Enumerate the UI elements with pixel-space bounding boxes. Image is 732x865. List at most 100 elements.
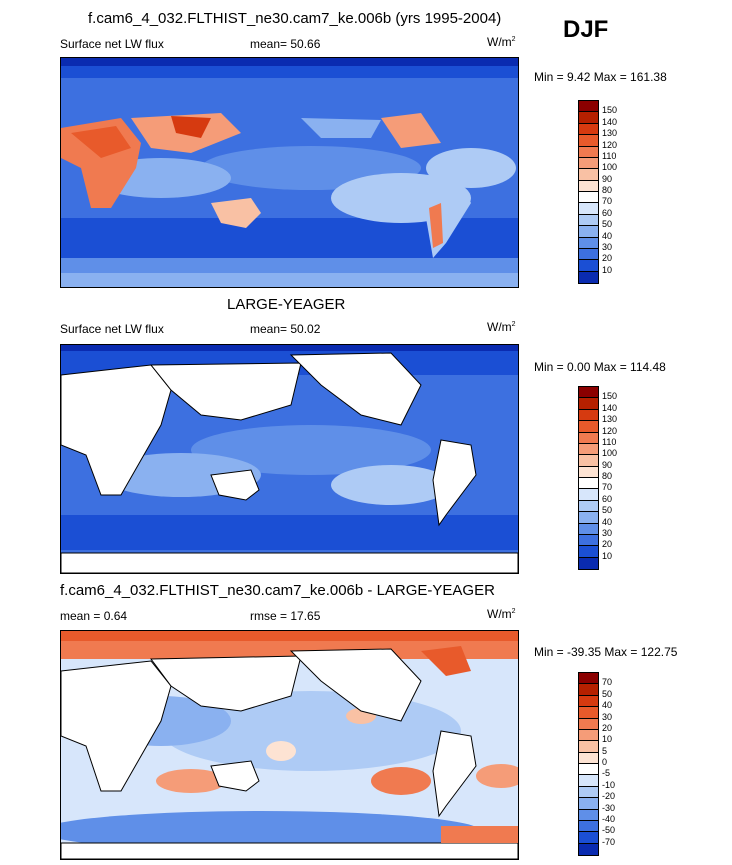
colorbar-swatch: [578, 717, 599, 730]
colorbar-divider: [578, 408, 599, 410]
colorbar-swatch: [578, 728, 599, 741]
colorbar-divider: [578, 842, 599, 844]
colorbar-tick-label: 0: [602, 757, 608, 767]
colorbar-swatch: [578, 420, 599, 432]
colorbar-swatch: [578, 499, 599, 512]
panel1-variable-label: Surface net LW flux: [60, 37, 164, 51]
colorbar-tick-label: 30: [602, 711, 613, 722]
colorbar-swatch: [578, 431, 599, 444]
panel2-mean-label: mean= 50.02: [250, 322, 321, 336]
colorbar-tick-label: 140: [602, 116, 618, 127]
panel3-land-north-america: [289, 648, 422, 722]
colorbar-swatch: [578, 751, 599, 764]
panel2-land-north-america: [289, 352, 422, 426]
colorbar-tick-label: 140: [602, 402, 618, 413]
colorbar-swatch: [578, 168, 599, 181]
colorbar-swatch: [578, 100, 599, 113]
colorbar-divider: [578, 831, 599, 833]
colorbar-divider: [578, 706, 599, 708]
colorbar-tick-label: 80: [602, 471, 613, 481]
panel2-map: [60, 344, 519, 574]
colorbar-swatch: [578, 145, 599, 158]
colorbar-swatch: [578, 831, 599, 844]
panel3-rmse-label: rmse = 17.65: [250, 609, 321, 623]
panel3-minmax: Min = -39.35 Max = 122.75: [534, 645, 678, 659]
colorbar-swatch: [578, 442, 599, 455]
colorbar-divider: [578, 225, 599, 227]
colorbar-tick-label: -70: [602, 836, 616, 847]
panel2-land-antarctica: [61, 552, 518, 573]
panel2-land-south-america: [432, 439, 477, 527]
panel1-minmax: Min = 9.42 Max = 161.38: [534, 70, 667, 84]
colorbar-tick-label: 60: [602, 207, 613, 218]
colorbar-swatch: [578, 225, 599, 237]
colorbar-swatch: [578, 522, 599, 535]
colorbar-tick-label: 100: [602, 448, 618, 459]
colorbar-tick-label: 150: [602, 391, 618, 402]
colorbar-divider: [578, 247, 599, 249]
colorbar-tick-label: 130: [602, 128, 618, 139]
colorbar-divider: [578, 717, 599, 719]
colorbar-tick-label: 90: [602, 459, 613, 470]
colorbar-swatch: [578, 397, 599, 410]
colorbar-divider: [578, 522, 599, 524]
colorbar-divider: [578, 808, 599, 810]
panel3-title: f.cam6_4_032.FLTHIST_ne30.cam7_ke.006b -…: [60, 582, 495, 599]
colorbar-tick-label: 40: [602, 230, 613, 241]
colorbar-tick-label: -40: [602, 813, 616, 824]
panel1-colorbar: 150 140 130 120 110 100 90 80 70 60 50 40 30 20 10: [578, 100, 638, 284]
colorbar-divider: [578, 431, 599, 433]
colorbar-swatch: [578, 819, 599, 832]
panel3-land-south-america: [432, 730, 477, 818]
colorbar-swatch: [578, 386, 599, 399]
colorbar-swatch: [578, 213, 599, 226]
colorbar-swatch: [578, 477, 599, 489]
colorbar-tick-label: 50: [602, 219, 613, 230]
colorbar-swatch: [578, 842, 599, 856]
panel1-title: f.cam6_4_032.FLTHIST_ne30.cam7_ke.006b (…: [88, 10, 502, 27]
colorbar-divider: [578, 785, 599, 787]
colorbar-swatch: [578, 763, 599, 775]
panel1-mean-label: mean= 50.66: [250, 37, 321, 51]
panel2-colorbar: 150 140 130 120 110 100 90 80 70 60 50 40 30 20 10: [578, 386, 638, 570]
colorbar-divider: [578, 819, 599, 821]
panel2-minmax: Min = 0.00 Max = 114.48: [534, 360, 666, 374]
colorbar-swatch: [578, 134, 599, 146]
colorbar-tick-label: 50: [602, 505, 613, 516]
colorbar-swatch: [578, 511, 599, 523]
colorbar-swatch: [578, 111, 599, 124]
colorbar-tick-label: -30: [602, 802, 616, 813]
colorbar-divider: [578, 156, 599, 158]
colorbar-divider: [578, 694, 599, 696]
colorbar-divider: [578, 556, 599, 558]
colorbar-swatch: [578, 156, 599, 169]
colorbar-tick-label: 20: [602, 722, 613, 733]
panel3-land-australia: [210, 760, 260, 792]
colorbar-tick-label: -20: [602, 791, 616, 802]
colorbar-swatch: [578, 740, 599, 753]
colorbar-tick-label: 40: [602, 516, 613, 527]
colorbar-tick-label: -10: [602, 779, 616, 790]
colorbar-tick-label: 110: [602, 150, 617, 161]
panel2-land-australia: [210, 469, 260, 501]
colorbar-tick-label: 40: [602, 700, 613, 711]
colorbar-tick-label: 60: [602, 493, 613, 504]
colorbar-swatch: [578, 465, 599, 478]
colorbar-swatch: [578, 774, 599, 787]
colorbar-swatch: [578, 683, 599, 696]
colorbar-tick-label: -5: [602, 768, 611, 779]
colorbar-divider: [578, 122, 599, 124]
colorbar-tick-label: 120: [602, 139, 618, 150]
colorbar-divider: [578, 454, 599, 456]
panel2-title: LARGE-YEAGER: [227, 296, 346, 313]
colorbar-swatch: [578, 556, 599, 570]
panel2-variable-label: Surface net LW flux: [60, 322, 164, 336]
colorbar-swatch: [578, 706, 599, 718]
colorbar-divider: [578, 145, 599, 147]
colorbar-swatch: [578, 408, 599, 421]
colorbar-divider: [578, 499, 599, 501]
colorbar-divider: [578, 465, 599, 467]
season-label: DJF: [563, 16, 609, 43]
colorbar-divider: [578, 270, 599, 272]
colorbar-divider: [578, 763, 599, 764]
